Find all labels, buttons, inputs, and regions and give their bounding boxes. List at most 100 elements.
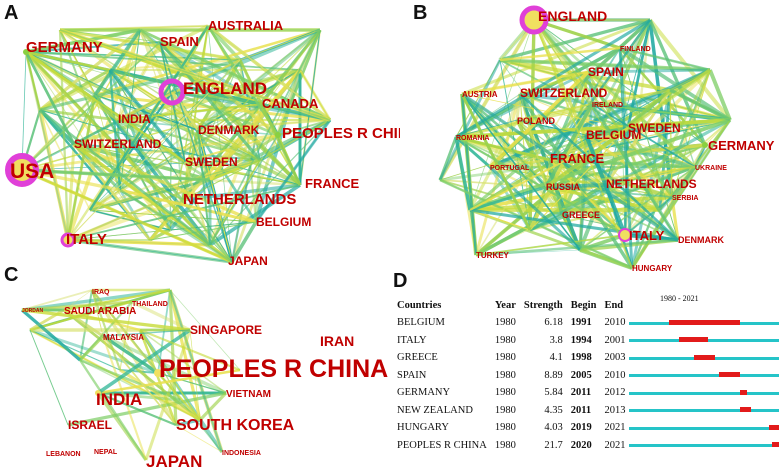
network-edge bbox=[499, 59, 731, 121]
network-edge bbox=[261, 29, 321, 105]
network-edge bbox=[704, 119, 731, 146]
table-row: GREECE 1980 4.1 1998 2003 bbox=[393, 349, 780, 367]
cell-country: NEW ZEALAND bbox=[397, 404, 473, 416]
network-edge bbox=[545, 165, 696, 189]
network-edge bbox=[89, 159, 261, 211]
node-england bbox=[158, 78, 186, 106]
cell-year: 1980 bbox=[494, 387, 516, 399]
network-edge bbox=[469, 208, 679, 242]
network-edge bbox=[455, 135, 626, 237]
cell-year: 1980 bbox=[494, 352, 516, 364]
network-edge bbox=[29, 329, 69, 426]
cell-strength: 8.89 bbox=[544, 369, 563, 381]
cell-begin: 1998 bbox=[570, 352, 592, 364]
network-edge bbox=[499, 18, 651, 62]
network-edge bbox=[90, 289, 122, 371]
burst-bar bbox=[668, 319, 741, 325]
network-edge bbox=[29, 329, 121, 371]
network-edge bbox=[277, 119, 331, 136]
network-edge bbox=[89, 134, 279, 211]
cell-begin: 2005 bbox=[570, 369, 592, 381]
network-edge bbox=[579, 166, 696, 251]
cell-year: 1980 bbox=[494, 404, 516, 416]
network-edge bbox=[119, 188, 233, 264]
node-label-switzerland: SWITZERLAND bbox=[74, 137, 162, 151]
network-edge bbox=[89, 209, 171, 231]
network-edge bbox=[39, 108, 119, 122]
header-end: End bbox=[604, 299, 624, 311]
network-edge bbox=[259, 69, 301, 161]
network-edge bbox=[157, 372, 227, 394]
network-edge bbox=[102, 334, 159, 375]
network-edge bbox=[38, 28, 142, 112]
node-label-thailand: THAILAND bbox=[132, 301, 168, 308]
network-edge bbox=[79, 359, 147, 461]
timeline-baseline bbox=[629, 374, 780, 378]
network-edge bbox=[25, 51, 173, 93]
panel-b-network: ENGLAND FINLAND SPAIN AUSTRIA SWITZERLAN… bbox=[438, 5, 775, 272]
timeline-range-label: 1980 - 2021 bbox=[660, 294, 699, 303]
cell-end: 2001 bbox=[604, 334, 626, 346]
network-edge bbox=[455, 119, 518, 138]
cell-country: HUNGARY bbox=[397, 422, 449, 434]
network-edge bbox=[25, 51, 151, 241]
panel-b-label: B bbox=[413, 2, 428, 24]
network-edge bbox=[469, 185, 547, 212]
burst-timeline bbox=[629, 402, 780, 420]
network-edge bbox=[455, 135, 551, 162]
cell-country: SPAIN bbox=[397, 369, 427, 381]
burst-timeline bbox=[629, 419, 780, 437]
network-edge bbox=[519, 93, 547, 188]
cell-begin: 2019 bbox=[570, 422, 592, 434]
network-edge bbox=[21, 169, 233, 263]
network-edge bbox=[108, 69, 122, 191]
network-edge bbox=[670, 166, 697, 198]
network-edge bbox=[475, 234, 626, 256]
panel-c-label: C bbox=[4, 264, 19, 286]
network-edge bbox=[461, 93, 629, 129]
network-edge bbox=[533, 18, 621, 50]
node-italy bbox=[60, 232, 76, 248]
network-edge bbox=[91, 289, 159, 374]
cell-country: GERMANY bbox=[397, 387, 451, 399]
cell-end: 2013 bbox=[604, 404, 626, 416]
network-edge bbox=[454, 136, 472, 211]
network-edge bbox=[460, 93, 478, 256]
timeline-baseline bbox=[629, 426, 780, 430]
network-edge bbox=[461, 92, 679, 242]
node-label-malaysia: MALAYSIA bbox=[103, 333, 144, 342]
node-label-england: ENGLAND bbox=[183, 79, 267, 98]
network-edge bbox=[438, 59, 502, 181]
network-edge bbox=[39, 58, 241, 112]
node-label-south-korea: SOUTH KOREA bbox=[176, 417, 295, 434]
network-edge bbox=[21, 41, 161, 171]
network-edge bbox=[73, 142, 257, 224]
network-edge bbox=[475, 71, 589, 256]
node-label-indonesia: INDONESIA bbox=[222, 450, 261, 457]
network-edge bbox=[238, 59, 302, 186]
node-label-russia: RUSSIA bbox=[546, 182, 581, 192]
network-edge bbox=[139, 329, 241, 371]
network-edge bbox=[139, 329, 201, 421]
network-edge bbox=[169, 289, 223, 453]
network-edge bbox=[21, 168, 211, 182]
network-edge bbox=[230, 221, 258, 263]
network-edge bbox=[149, 221, 257, 241]
network-edge bbox=[139, 28, 331, 122]
network-edge bbox=[25, 28, 141, 54]
burst-timeline bbox=[629, 437, 780, 455]
table-row: NEW ZEALAND 1980 4.35 2011 2013 bbox=[393, 402, 780, 420]
panel-a-label: A bbox=[4, 2, 19, 24]
cell-year: 1980 bbox=[494, 422, 516, 434]
timeline-baseline bbox=[629, 444, 780, 448]
cell-begin: 2011 bbox=[570, 404, 592, 416]
network-edge bbox=[170, 91, 200, 131]
node-label-belgium: BELGIUM bbox=[586, 128, 641, 142]
network-edge bbox=[259, 119, 331, 161]
node-label-saudi-arabia: SAUDI ARABIA bbox=[64, 306, 136, 317]
network-edge bbox=[455, 135, 491, 169]
cell-end: 2010 bbox=[604, 317, 626, 329]
node-label-peoples-r-china: PEOPLES R CHINA bbox=[282, 125, 400, 142]
node-label-australia: AUSTRALIA bbox=[208, 18, 284, 33]
panel-c-network: IRAQ THAILAND JORDAN SAUDI ARABIA MALAYS… bbox=[20, 288, 388, 471]
